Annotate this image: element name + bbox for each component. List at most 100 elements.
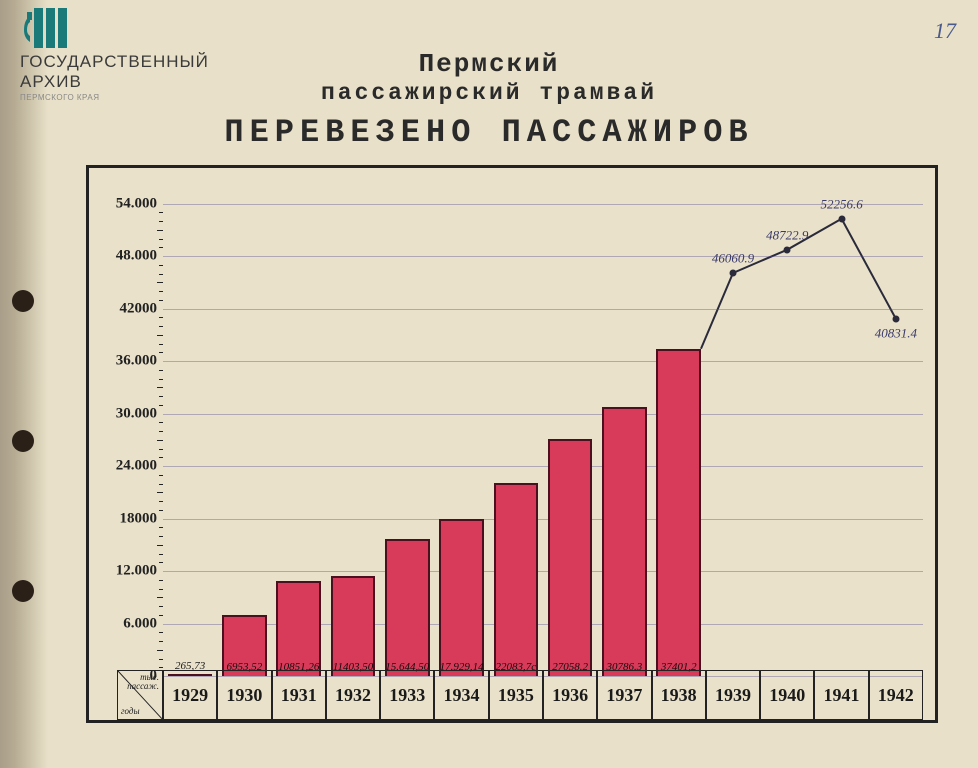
line-point (784, 246, 791, 253)
line-point-label: 40831.4 (875, 325, 917, 341)
corner-top-label: тыс. пассаж. (118, 673, 159, 691)
bar: 30786.3 (602, 407, 647, 676)
y-minor-tick (159, 239, 163, 240)
x-tick-label: 1941 (814, 670, 868, 720)
plot-area: 06.00012.0001800024.00030.00036.00042000… (163, 186, 923, 676)
x-tick-label: 1936 (543, 670, 597, 720)
x-tick-label: 1938 (652, 670, 706, 720)
punch-hole (12, 580, 34, 602)
y-minor-tick (157, 597, 163, 598)
line-point (892, 315, 899, 322)
x-tick-label: 1937 (597, 670, 651, 720)
x-tick-label: 1933 (380, 670, 434, 720)
line-point (730, 269, 737, 276)
y-tick-label: 18000 (120, 510, 164, 527)
y-minor-tick (159, 632, 163, 633)
y-tick-label: 48.000 (116, 248, 163, 265)
y-minor-tick (159, 536, 163, 537)
y-minor-tick (159, 370, 163, 371)
y-minor-tick (159, 606, 163, 607)
y-minor-tick (159, 326, 163, 327)
axis-corner-label: тыс. пассаж. годы (117, 670, 163, 720)
y-minor-tick (159, 615, 163, 616)
page-number: 17 (934, 18, 956, 44)
logo-line2: АРХИВ (20, 72, 209, 92)
x-tick-label: 1932 (326, 670, 380, 720)
y-minor-tick (159, 431, 163, 432)
y-minor-tick (159, 659, 163, 660)
logo-line1: ГОСУДАРСТВЕННЫЙ (20, 52, 209, 72)
line-point-label: 52256.6 (820, 196, 862, 212)
gridline (163, 466, 923, 467)
logo-glyph (20, 8, 209, 48)
y-tick-label: 12.000 (116, 563, 163, 580)
y-tick-label: 24.000 (116, 458, 163, 475)
y-minor-tick (159, 457, 163, 458)
y-minor-tick (159, 344, 163, 345)
bar: 37401,2 (656, 349, 701, 676)
gridline (163, 204, 923, 205)
y-minor-tick (159, 667, 163, 668)
y-minor-tick (159, 580, 163, 581)
y-minor-tick (159, 589, 163, 590)
y-minor-tick (157, 230, 163, 231)
gridline (163, 571, 923, 572)
y-minor-tick (159, 379, 163, 380)
x-tick-label: 1935 (489, 670, 543, 720)
x-tick-label: 1934 (434, 670, 488, 720)
x-tick-label: 1942 (869, 670, 923, 720)
x-axis: 1929193019311932193319341935193619371938… (163, 670, 923, 720)
y-tick-label: 30.000 (116, 405, 163, 422)
y-minor-tick (159, 554, 163, 555)
gridline (163, 256, 923, 257)
x-tick-label: 1940 (760, 670, 814, 720)
y-minor-tick (159, 484, 163, 485)
line-point (838, 215, 845, 222)
y-minor-tick (159, 641, 163, 642)
y-tick-label: 36.000 (116, 353, 163, 370)
y-minor-tick (157, 545, 163, 546)
gridline (163, 519, 923, 520)
y-minor-tick (157, 387, 163, 388)
y-minor-tick (159, 449, 163, 450)
x-tick-label: 1930 (217, 670, 271, 720)
line-point-label: 46060.9 (712, 251, 754, 267)
bar: 15.644,50 (385, 539, 430, 676)
title-line3: ПЕРЕВЕЗЕНО ПАССАЖИРОВ (0, 114, 978, 151)
gridline (163, 361, 923, 362)
y-minor-tick (159, 221, 163, 222)
y-minor-tick (157, 440, 163, 441)
gridline (163, 309, 923, 310)
logo-line3: ПЕРМСКОГО КРАЯ (20, 93, 209, 103)
chart-frame: 06.00012.0001800024.00030.00036.00042000… (86, 165, 938, 723)
y-minor-tick (159, 212, 163, 213)
x-tick-label: 1939 (706, 670, 760, 720)
y-tick-label: 54.000 (116, 195, 163, 212)
bar: 11403,50 (331, 576, 376, 676)
y-tick-label: 6.000 (123, 615, 163, 632)
bar: 6953,52 (222, 615, 267, 676)
logo-text: ГОСУДАРСТВЕННЫЙ АРХИВ ПЕРМСКОГО КРАЯ (20, 52, 209, 102)
bar: 17.929,14 (439, 519, 484, 676)
y-minor-tick (157, 282, 163, 283)
y-minor-tick (159, 405, 163, 406)
y-minor-tick (159, 291, 163, 292)
archive-logo: ГОСУДАРСТВЕННЫЙ АРХИВ ПЕРМСКОГО КРАЯ (20, 8, 209, 102)
y-tick-label: 42000 (120, 300, 164, 317)
y-minor-tick (159, 562, 163, 563)
punch-hole (12, 430, 34, 452)
x-tick-label: 1929 (163, 670, 217, 720)
y-minor-tick (157, 650, 163, 651)
bar: 22083,7с (494, 483, 539, 676)
y-minor-tick (159, 475, 163, 476)
y-minor-tick (159, 274, 163, 275)
y-minor-tick (159, 501, 163, 502)
y-minor-tick (159, 247, 163, 248)
bar: 10851,26 (276, 581, 321, 676)
x-tick-label: 1931 (272, 670, 326, 720)
punch-hole (12, 290, 34, 312)
y-minor-tick (159, 422, 163, 423)
y-minor-tick (159, 300, 163, 301)
bar: 27058.2 (548, 439, 593, 676)
y-minor-tick (157, 335, 163, 336)
